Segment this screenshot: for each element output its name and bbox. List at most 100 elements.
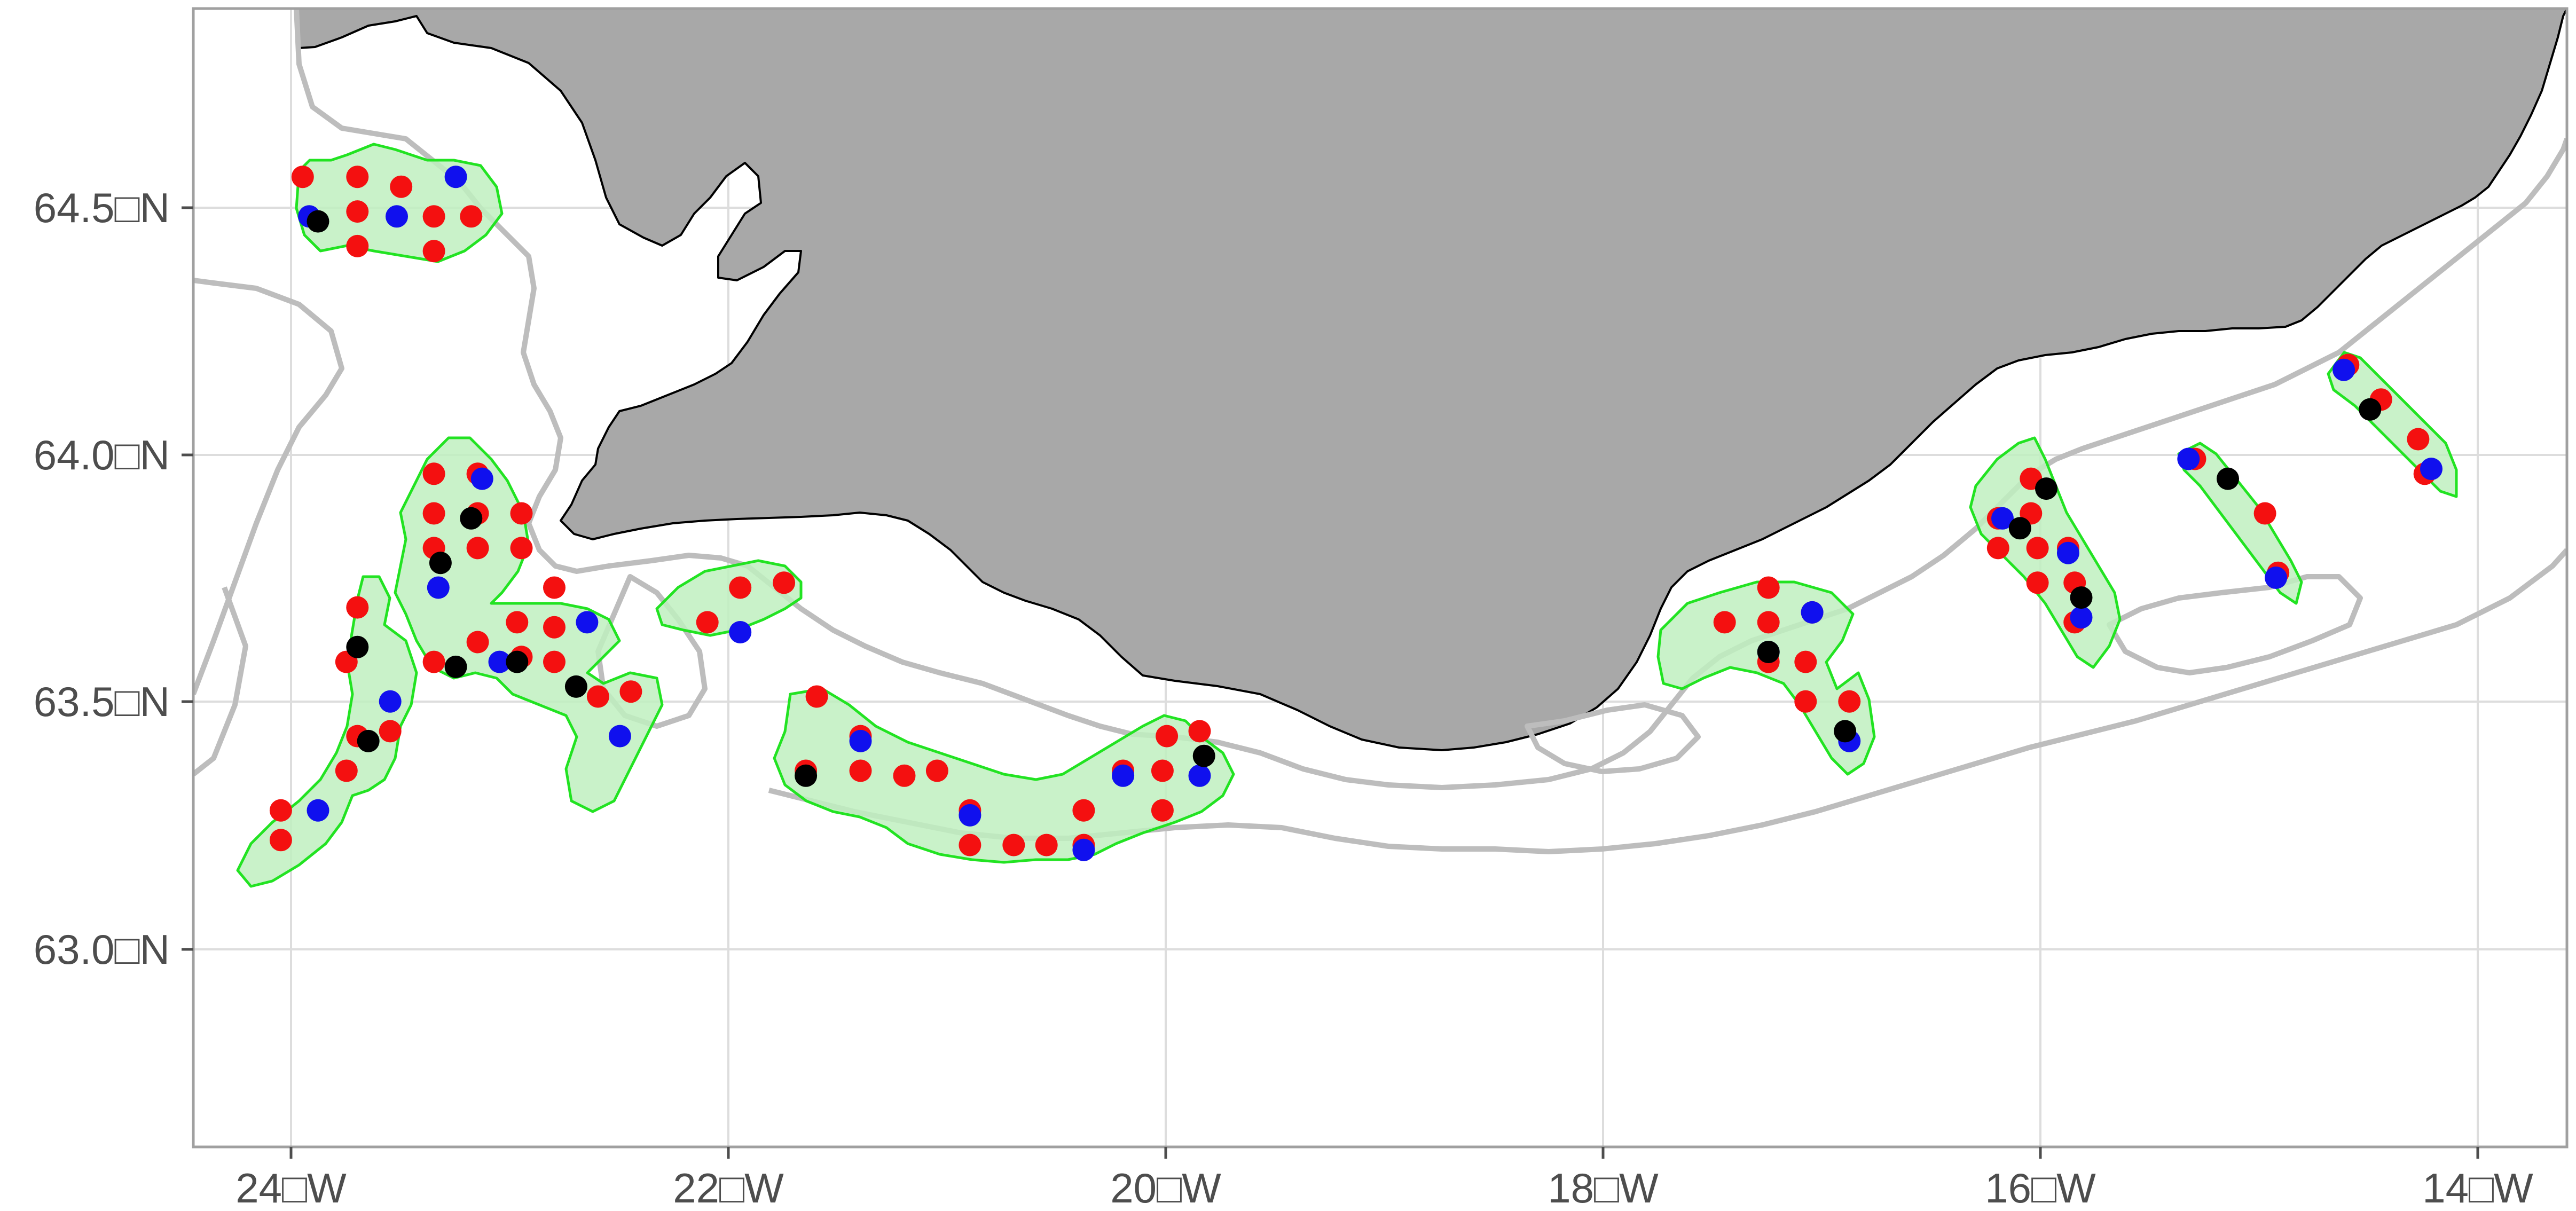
sample-point-blue xyxy=(1112,764,1135,787)
sample-point-red xyxy=(1794,690,1817,713)
sample-point-blue xyxy=(2332,358,2355,381)
sample-point-red xyxy=(506,611,529,634)
sample-point-blue xyxy=(2056,541,2079,564)
y-tick-label: 64.5□N xyxy=(34,184,170,231)
sample-point-black xyxy=(444,655,467,678)
sample-point-red xyxy=(1794,650,1817,673)
x-tick-label: 16□W xyxy=(1985,1165,2096,1211)
y-tick-label: 64.0□N xyxy=(34,431,170,478)
sample-point-red xyxy=(346,234,369,257)
sample-point-blue xyxy=(470,467,493,490)
sample-point-red xyxy=(1986,537,2009,560)
sample-point-red xyxy=(2407,428,2430,451)
sample-point-blue xyxy=(444,166,467,188)
sample-point-red xyxy=(422,240,445,263)
y-tick-label: 63.5□N xyxy=(34,678,170,725)
sample-point-blue xyxy=(2070,606,2093,629)
sample-point-black xyxy=(460,507,483,530)
sample-point-red xyxy=(510,502,533,525)
sample-point-red xyxy=(379,720,402,743)
x-tick-label: 22□W xyxy=(673,1165,784,1211)
sample-point-red xyxy=(2253,502,2276,525)
sample-point-red xyxy=(422,502,445,525)
sample-point-blue xyxy=(1072,838,1095,861)
sample-point-black xyxy=(506,650,529,673)
sample-point-black xyxy=(2359,398,2382,421)
sample-point-blue xyxy=(959,804,981,827)
survey-area-west-strip xyxy=(236,575,418,888)
sample-point-red xyxy=(619,680,642,703)
sample-point-red xyxy=(959,833,981,856)
sample-point-blue xyxy=(849,729,872,752)
sample-point-red xyxy=(1002,833,1025,856)
sample-point-red xyxy=(269,829,292,852)
sample-point-blue xyxy=(488,650,511,673)
sample-point-red xyxy=(696,611,719,634)
sample-point-black xyxy=(1757,641,1780,663)
sample-point-black xyxy=(2035,477,2057,500)
sample-point-red xyxy=(1072,799,1095,822)
sample-point-black xyxy=(429,552,452,575)
sample-point-black xyxy=(2217,467,2239,490)
sample-point-red xyxy=(543,650,566,673)
sample-point-red xyxy=(422,650,445,673)
sample-point-blue xyxy=(729,621,752,643)
sample-point-blue xyxy=(2420,458,2443,481)
sample-point-blue xyxy=(1801,601,1824,624)
sample-point-blue xyxy=(386,205,408,228)
sample-point-red xyxy=(849,759,872,782)
sample-point-red xyxy=(510,537,533,560)
x-tick-label: 24□W xyxy=(235,1165,347,1211)
sample-point-red xyxy=(1838,690,1861,713)
depth-contour-bank-central xyxy=(1525,702,1701,774)
sample-point-red xyxy=(1713,611,1736,634)
sample-point-red xyxy=(269,799,292,822)
x-axis-labels: 24□W 22□W 20□W 18□W 16□W 14□W xyxy=(235,1165,2533,1211)
sample-point-red xyxy=(1188,720,1211,743)
depth-contour-inner xyxy=(294,9,2567,790)
survey-area-small xyxy=(655,559,803,637)
sample-point-red xyxy=(422,205,445,228)
sample-point-red xyxy=(1151,799,1174,822)
sample-point-red xyxy=(543,616,566,639)
sample-point-red xyxy=(422,462,445,485)
sample-point-black xyxy=(346,635,369,658)
sample-point-blue xyxy=(379,690,402,713)
y-axis-labels: 64.5□N 64.0□N 63.5□N 63.0□N xyxy=(34,184,170,973)
sample-point-black xyxy=(2008,517,2031,540)
sample-point-blue xyxy=(1991,507,2014,530)
sample-point-red xyxy=(466,537,489,560)
survey-area-south-central xyxy=(773,687,1235,864)
sample-point-black xyxy=(564,675,587,698)
sample-point-red xyxy=(460,205,483,228)
sample-point-red xyxy=(2026,571,2049,594)
sample-point-red xyxy=(1156,725,1179,748)
sample-point-blue xyxy=(608,725,631,748)
x-tick-label: 20□W xyxy=(1110,1165,1221,1211)
sample-point-blue xyxy=(1188,764,1211,787)
sample-point-red xyxy=(1757,576,1780,599)
sample-point-red xyxy=(1151,759,1174,782)
survey-area-east-a xyxy=(1656,580,1876,776)
sample-point-red xyxy=(390,175,413,198)
sample-point-blue xyxy=(427,576,450,599)
sample-point-red xyxy=(335,759,358,782)
sample-point-black xyxy=(307,210,329,233)
sample-point-red xyxy=(773,571,796,594)
sample-point-red xyxy=(346,166,369,188)
x-tick-label: 14□W xyxy=(2422,1165,2533,1211)
sample-point-red xyxy=(466,631,489,654)
sample-point-blue xyxy=(576,611,599,634)
sample-point-red xyxy=(729,576,752,599)
y-tick-label: 63.0□N xyxy=(34,926,170,973)
x-tick-label: 18□W xyxy=(1548,1165,1659,1211)
sample-point-red xyxy=(925,759,948,782)
sample-point-black xyxy=(357,729,380,752)
sample-point-red xyxy=(291,166,314,188)
sample-point-red xyxy=(1757,611,1780,634)
sample-points xyxy=(269,166,2443,861)
land-mass xyxy=(295,9,2567,751)
sample-point-blue xyxy=(2177,447,2200,470)
depth-contour-bank-east xyxy=(2107,574,2363,675)
